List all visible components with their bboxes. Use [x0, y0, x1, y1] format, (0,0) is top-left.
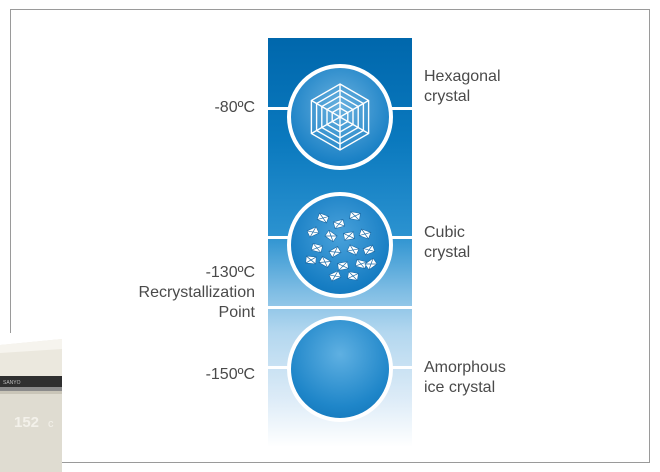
stage-2-crystal-label: Cubic crystal: [424, 224, 471, 261]
stage-1-crystal-label: Hexagonal crystal: [424, 68, 501, 105]
cubic-crystal-particle: [328, 270, 342, 282]
cubic-crystal-particle: [347, 271, 359, 281]
amorphous-crystal-icon: [287, 316, 393, 422]
cubic-crystal-particle: [310, 242, 324, 254]
svg-text:c: c: [48, 418, 54, 430]
cubic-crystal-particle: [346, 244, 360, 256]
cubic-crystal-particle: [306, 226, 320, 238]
freezer-image: SANYO 152 c: [0, 333, 62, 472]
cubic-crystal-particle: [332, 218, 346, 230]
cubic-crystal-particle: [362, 244, 376, 256]
hexagonal-crystal-icon: [287, 64, 393, 170]
cubic-crystal-icon: [287, 192, 393, 298]
freezer-brand-text: SANYO: [3, 380, 21, 386]
stage-3-temperature: -150ºC: [205, 366, 255, 383]
freezer-model-text: 152: [14, 414, 39, 431]
cubic-crystal-particle: [316, 212, 330, 224]
stage-2-temperature: -130ºC Recrystallization Point: [138, 264, 255, 321]
cubic-crystal-particle: [318, 256, 332, 268]
cubic-crystal-particle: [324, 229, 338, 243]
cubic-crystal-particle: [305, 255, 317, 265]
cubic-crystal-particle: [364, 257, 378, 271]
cubic-crystal-particle: [343, 231, 355, 241]
stage-1-temperature: -80ºC: [214, 99, 255, 116]
cubic-crystal-particle: [349, 211, 361, 221]
cubic-crystal-particle: [358, 228, 372, 240]
stage-3-crystal-label: Amorphous ice crystal: [424, 359, 506, 396]
cubic-crystal-particle: [328, 246, 342, 258]
cubic-crystal-particle: [337, 261, 349, 271]
recrystallization-divider: [268, 306, 412, 309]
